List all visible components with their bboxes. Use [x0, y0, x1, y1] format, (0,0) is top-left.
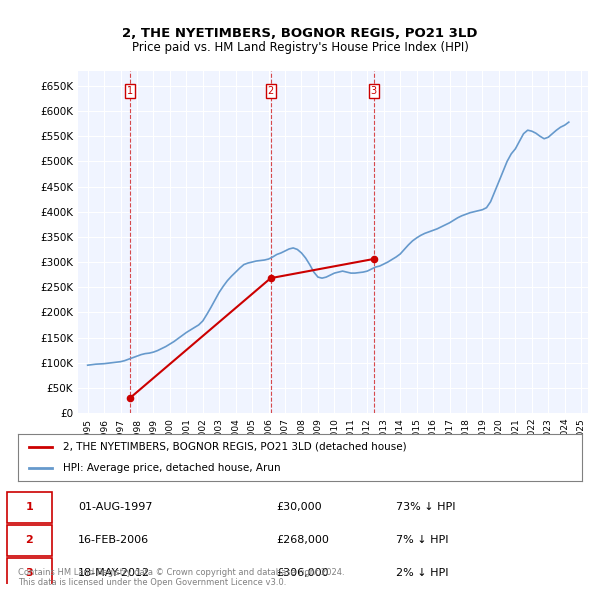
Point	[369, 254, 379, 264]
Text: 1: 1	[26, 502, 33, 512]
Text: 2: 2	[268, 86, 274, 96]
Text: 18-MAY-2012: 18-MAY-2012	[78, 568, 150, 578]
Text: £30,000: £30,000	[276, 502, 322, 512]
Text: 7% ↓ HPI: 7% ↓ HPI	[396, 535, 449, 545]
Text: 3: 3	[26, 568, 33, 578]
Text: 2, THE NYETIMBERS, BOGNOR REGIS, PO21 3LD (detached house): 2, THE NYETIMBERS, BOGNOR REGIS, PO21 3L…	[63, 442, 407, 452]
Text: 2, THE NYETIMBERS, BOGNOR REGIS, PO21 3LD: 2, THE NYETIMBERS, BOGNOR REGIS, PO21 3L…	[122, 27, 478, 40]
Text: 2: 2	[26, 535, 33, 545]
Text: Contains HM Land Registry data © Crown copyright and database right 2024.
This d: Contains HM Land Registry data © Crown c…	[18, 568, 344, 587]
Text: 16-FEB-2006: 16-FEB-2006	[78, 535, 149, 545]
Text: HPI: Average price, detached house, Arun: HPI: Average price, detached house, Arun	[63, 463, 281, 473]
Text: £306,000: £306,000	[276, 568, 329, 578]
Point	[125, 393, 135, 402]
Text: 2% ↓ HPI: 2% ↓ HPI	[396, 568, 449, 578]
Text: 01-AUG-1997: 01-AUG-1997	[78, 502, 152, 512]
Text: Price paid vs. HM Land Registry's House Price Index (HPI): Price paid vs. HM Land Registry's House …	[131, 41, 469, 54]
FancyBboxPatch shape	[7, 558, 52, 589]
Text: 73% ↓ HPI: 73% ↓ HPI	[396, 502, 455, 512]
Text: 3: 3	[370, 86, 377, 96]
Point	[266, 273, 275, 283]
FancyBboxPatch shape	[7, 525, 52, 556]
Text: 1: 1	[127, 86, 133, 96]
Text: £268,000: £268,000	[276, 535, 329, 545]
FancyBboxPatch shape	[7, 491, 52, 523]
